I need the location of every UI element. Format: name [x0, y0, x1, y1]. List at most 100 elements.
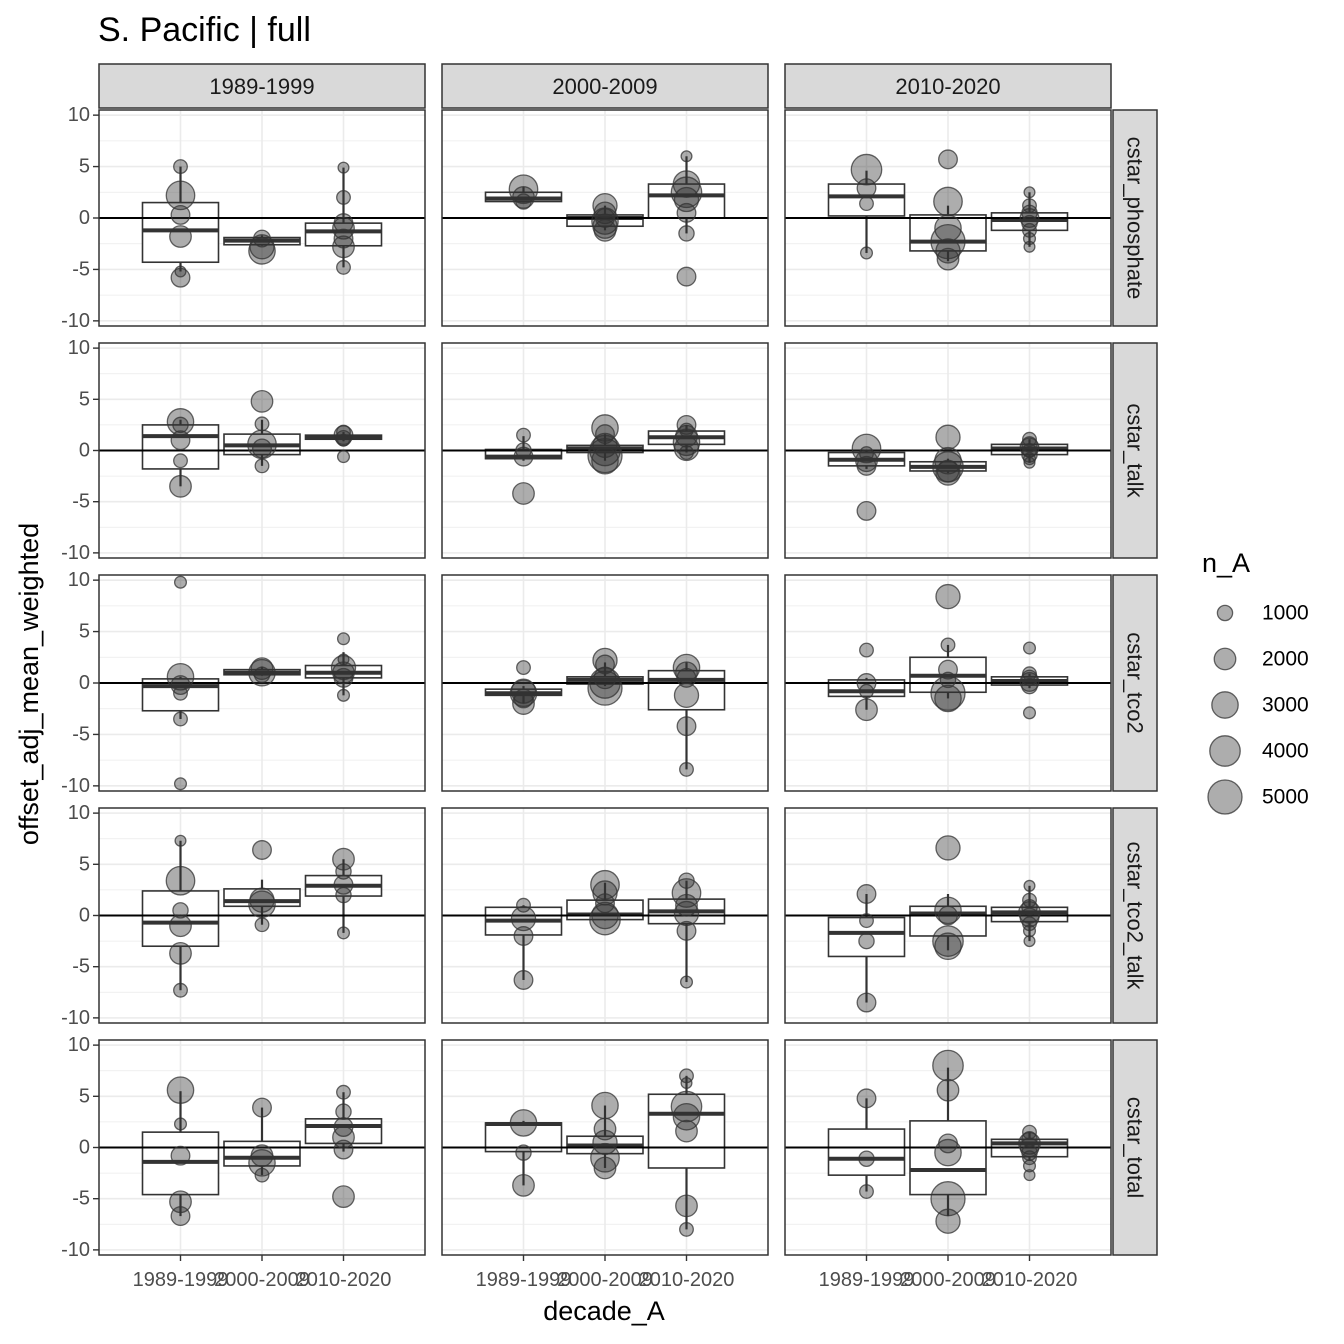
panel-cstar_phosphate-2000-2009	[441, 109, 769, 327]
panel-cstar_tco2_talk-2000-2009	[441, 807, 769, 1024]
x-tick-label: 2000-2009	[557, 1269, 653, 1291]
data-point	[1023, 240, 1036, 253]
box-body	[827, 916, 906, 958]
data-point	[250, 657, 274, 681]
data-point	[333, 667, 354, 688]
box-body	[827, 1128, 906, 1176]
legend-label: 4000	[1262, 740, 1309, 763]
data-point	[859, 642, 874, 658]
data-point	[332, 1185, 355, 1209]
row-strip-cstar_total	[1112, 1039, 1158, 1256]
box-2000-2009	[223, 666, 301, 676]
row-strip-cstar_talk	[1112, 342, 1158, 559]
data-point	[169, 1190, 192, 1214]
data-point	[936, 1078, 960, 1102]
x-tick-label: 2010-2020	[982, 1269, 1078, 1291]
box-2010-2020	[304, 859, 383, 933]
data-point	[170, 430, 191, 451]
data-point	[253, 666, 271, 684]
legend-title: n_A	[1202, 548, 1250, 578]
chart-title: S. Pacific | full	[98, 11, 311, 49]
data-point	[940, 637, 956, 653]
legend-symbol	[1207, 779, 1243, 815]
data-point	[248, 1149, 276, 1177]
y-tick-label: 0	[79, 207, 90, 229]
panel-cstar_tco2_talk-2010-2020	[784, 807, 1112, 1024]
data-point	[165, 180, 196, 211]
data-point	[935, 424, 961, 450]
data-point	[673, 900, 700, 927]
data-point	[859, 1184, 874, 1199]
y-tick-label: 0	[79, 1137, 90, 1159]
y-tick-label: 5	[79, 853, 90, 875]
data-point	[856, 500, 877, 521]
y-tick-label: -5	[72, 956, 90, 978]
data-point	[593, 1156, 617, 1180]
row-strip-label: cstar_talk	[1123, 403, 1148, 498]
box-2000-2009	[909, 458, 987, 474]
data-point	[1021, 677, 1038, 695]
row-strip-cstar_phosphate	[1112, 109, 1158, 327]
data-point	[1023, 186, 1036, 199]
box-body	[141, 201, 220, 264]
data-point	[933, 186, 963, 217]
data-point	[935, 460, 961, 486]
data-point	[1021, 899, 1038, 916]
box-1989-1999	[141, 1091, 220, 1217]
box-2000-2009	[566, 434, 644, 461]
row-strip-label: cstar_tco2_talk	[1123, 842, 1148, 991]
data-point	[675, 1119, 698, 1143]
legend-symbol	[1213, 647, 1237, 671]
legend-key-4000: 4000	[1209, 735, 1309, 767]
row-strip-label: cstar_total	[1123, 1097, 1148, 1199]
data-point	[332, 847, 355, 871]
box-2000-2009	[909, 894, 987, 951]
data-point	[510, 905, 537, 932]
panel-border	[784, 807, 1112, 1024]
data-point	[1022, 924, 1037, 938]
data-point	[333, 228, 354, 249]
data-point	[589, 903, 621, 936]
box-2000-2009	[909, 644, 987, 699]
panel-border	[784, 342, 1112, 559]
data-point	[1018, 1132, 1041, 1155]
box-1989-1999	[827, 450, 906, 469]
legend-key-1000: 1000	[1216, 602, 1309, 625]
box-2010-2020	[647, 1075, 726, 1230]
box-1989-1999	[484, 187, 563, 203]
data-point	[673, 682, 700, 709]
y-tick-label: 5	[79, 621, 90, 643]
data-point	[335, 863, 352, 880]
data-point	[1022, 431, 1037, 447]
data-point	[173, 575, 188, 589]
data-point	[252, 438, 272, 459]
panel-border	[441, 574, 769, 792]
data-point	[169, 474, 192, 498]
data-point	[589, 667, 621, 699]
data-point	[508, 174, 539, 205]
data-point	[1019, 672, 1040, 692]
y-tick-label: -10	[61, 775, 90, 797]
legend-label: 2000	[1262, 648, 1309, 671]
data-point	[1018, 901, 1041, 924]
data-point	[336, 450, 351, 464]
data-point	[173, 453, 188, 469]
data-point	[676, 266, 697, 287]
data-point	[252, 1097, 272, 1118]
data-point	[676, 202, 697, 223]
data-point	[512, 482, 535, 505]
legend-label: 1000	[1262, 602, 1309, 625]
panel-cstar_talk-2000-2009	[441, 342, 769, 559]
y-tick-label: -10	[61, 1007, 90, 1029]
x-tick-label: 2000-2009	[900, 1269, 996, 1291]
x-tick-label: 1989-1999	[133, 1269, 229, 1291]
data-point	[336, 632, 351, 646]
data-point	[173, 1117, 188, 1131]
data-point	[1022, 1159, 1037, 1173]
row-strip-label: cstar_phosphate	[1123, 137, 1148, 300]
legend-label: 5000	[1262, 786, 1309, 809]
data-point	[679, 975, 694, 989]
data-point	[1023, 935, 1036, 948]
data-point	[859, 683, 874, 699]
panel-border	[784, 574, 1112, 792]
